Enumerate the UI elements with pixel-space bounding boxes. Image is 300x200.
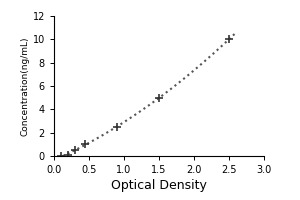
X-axis label: Optical Density: Optical Density <box>111 179 207 192</box>
Y-axis label: Concentration(ng/mL): Concentration(ng/mL) <box>21 36 30 136</box>
